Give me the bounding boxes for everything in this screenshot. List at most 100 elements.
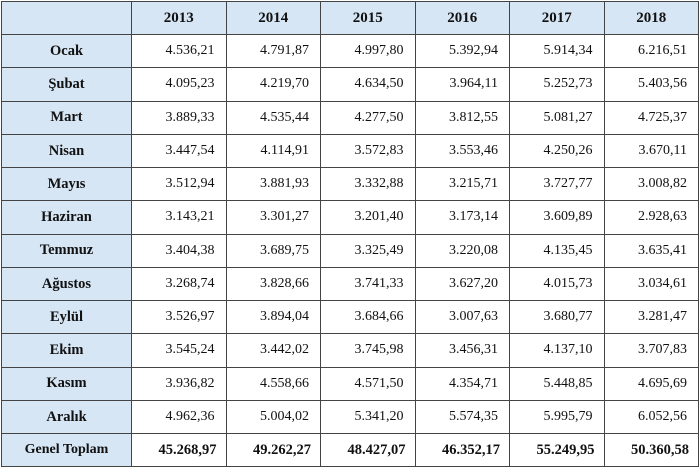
table-cell: 6.216,51 xyxy=(603,33,699,69)
corner-cell xyxy=(1,1,132,35)
table-cell: 3.173,14 xyxy=(414,200,510,235)
table-cell: 3.447,54 xyxy=(131,133,227,169)
total-cell: 46.352,17 xyxy=(414,433,510,467)
total-cell: 50.360,58 xyxy=(603,433,699,467)
table-cell: 3.609,89 xyxy=(509,200,605,235)
table-cell: 4.695,69 xyxy=(603,366,699,401)
total-cell: 48.427,07 xyxy=(320,433,416,467)
row-header-month: Eylül xyxy=(1,299,132,335)
table-cell: 5.252,73 xyxy=(509,67,605,102)
table-header: 2013 2014 2015 2016 2017 2018 xyxy=(1,1,699,35)
table-cell: 3.894,04 xyxy=(225,299,321,335)
table-cell: 2.928,63 xyxy=(603,200,699,235)
total-cell: 49.262,27 xyxy=(225,433,321,467)
table-cell: 5.341,20 xyxy=(320,399,416,435)
row-header-month: Haziran xyxy=(1,200,132,235)
table-cell: 3.936,82 xyxy=(131,366,227,401)
table-cell: 3.268,74 xyxy=(131,266,227,302)
table-cell: 5.574,35 xyxy=(414,399,510,435)
column-header-year: 2014 xyxy=(225,1,321,35)
column-header-year: 2017 xyxy=(509,1,605,35)
table-row: Mayıs 3.512,94 3.881,93 3.332,88 3.215,7… xyxy=(1,166,699,202)
table-cell: 4.536,21 xyxy=(131,33,227,69)
table-cell: 4.135,45 xyxy=(509,233,605,268)
row-header-month: Ocak xyxy=(1,33,132,69)
table-cell: 4.095,23 xyxy=(131,67,227,102)
table-cell: 3.512,94 xyxy=(131,166,227,202)
table-cell: 4.725,37 xyxy=(603,100,699,135)
column-header-year: 2016 xyxy=(414,1,510,35)
row-header-month: Aralık xyxy=(1,399,132,435)
table-row: Şubat 4.095,23 4.219,70 4.634,50 3.964,1… xyxy=(1,67,699,102)
table-cell: 3.281,47 xyxy=(603,299,699,335)
table-cell: 4.219,70 xyxy=(225,67,321,102)
table-row: Eylül 3.526,97 3.894,04 3.684,66 3.007,6… xyxy=(1,299,699,335)
total-label: Genel Toplam xyxy=(1,433,132,467)
table-cell: 4.634,50 xyxy=(320,67,416,102)
column-header-year: 2015 xyxy=(320,1,416,35)
table-body: Ocak 4.536,21 4.791,87 4.997,80 5.392,94… xyxy=(1,33,699,435)
table-cell: 3.301,27 xyxy=(225,200,321,235)
table-cell: 3.325,49 xyxy=(320,233,416,268)
row-header-month: Kasım xyxy=(1,366,132,401)
table-row: Ocak 4.536,21 4.791,87 4.997,80 5.392,94… xyxy=(1,33,699,69)
row-header-month: Mayıs xyxy=(1,166,132,202)
table-cell: 4.114,91 xyxy=(225,133,321,169)
table-cell: 5.448,85 xyxy=(509,366,605,401)
table-row: Ekim 3.545,24 3.442,02 3.745,98 3.456,31… xyxy=(1,333,699,368)
table-row: Temmuz 3.404,38 3.689,75 3.325,49 3.220,… xyxy=(1,233,699,268)
table-cell: 4.137,10 xyxy=(509,333,605,368)
table-cell: 3.572,83 xyxy=(320,133,416,169)
table-cell: 4.535,44 xyxy=(225,100,321,135)
table-cell: 3.404,38 xyxy=(131,233,227,268)
table-cell: 3.881,93 xyxy=(225,166,321,202)
table-cell: 3.332,88 xyxy=(320,166,416,202)
table-cell: 3.007,63 xyxy=(414,299,510,335)
table-cell: 3.689,75 xyxy=(225,233,321,268)
table-cell: 3.812,55 xyxy=(414,100,510,135)
table-cell: 5.392,94 xyxy=(414,33,510,69)
table-cell: 4.015,73 xyxy=(509,266,605,302)
table-cell: 5.403,56 xyxy=(603,67,699,102)
table-cell: 4.791,87 xyxy=(225,33,321,69)
total-cell: 45.268,97 xyxy=(131,433,227,467)
total-row: Genel Toplam 45.268,97 49.262,27 48.427,… xyxy=(1,433,699,467)
table-cell: 3.727,77 xyxy=(509,166,605,202)
table-cell: 3.545,24 xyxy=(131,333,227,368)
table-cell: 3.964,11 xyxy=(414,67,510,102)
table-cell: 4.277,50 xyxy=(320,100,416,135)
table-cell: 3.442,02 xyxy=(225,333,321,368)
header-row: 2013 2014 2015 2016 2017 2018 xyxy=(1,1,699,35)
table-cell: 3.745,98 xyxy=(320,333,416,368)
table-cell: 4.250,26 xyxy=(509,133,605,169)
table-row: Kasım 3.936,82 4.558,66 4.571,50 4.354,7… xyxy=(1,366,699,401)
table-cell: 6.052,56 xyxy=(603,399,699,435)
table-cell: 3.889,33 xyxy=(131,100,227,135)
table-cell: 3.680,77 xyxy=(509,299,605,335)
row-header-month: Ağustos xyxy=(1,266,132,302)
table-cell: 5.004,02 xyxy=(225,399,321,435)
table-cell: 4.962,36 xyxy=(131,399,227,435)
table-row: Mart 3.889,33 4.535,44 4.277,50 3.812,55… xyxy=(1,100,699,135)
table-cell: 3.201,40 xyxy=(320,200,416,235)
row-header-month: Temmuz xyxy=(1,233,132,268)
table-cell: 3.215,71 xyxy=(414,166,510,202)
table-cell: 5.995,79 xyxy=(509,399,605,435)
table-cell: 3.008,82 xyxy=(603,166,699,202)
row-header-month: Şubat xyxy=(1,67,132,102)
table-cell: 3.670,11 xyxy=(603,133,699,169)
table-row: Nisan 3.447,54 4.114,91 3.572,83 3.553,4… xyxy=(1,133,699,169)
table-cell: 4.354,71 xyxy=(414,366,510,401)
table-cell: 5.081,27 xyxy=(509,100,605,135)
table-row: Aralık 4.962,36 5.004,02 5.341,20 5.574,… xyxy=(1,399,699,435)
column-header-year: 2013 xyxy=(131,1,227,35)
table-cell: 5.914,34 xyxy=(509,33,605,69)
table-footer: Genel Toplam 45.268,97 49.262,27 48.427,… xyxy=(1,433,699,467)
table-cell: 3.627,20 xyxy=(414,266,510,302)
table-cell: 4.571,50 xyxy=(320,366,416,401)
table-cell: 3.526,97 xyxy=(131,299,227,335)
table-cell: 3.553,46 xyxy=(414,133,510,169)
table-row: Haziran 3.143,21 3.301,27 3.201,40 3.173… xyxy=(1,200,699,235)
